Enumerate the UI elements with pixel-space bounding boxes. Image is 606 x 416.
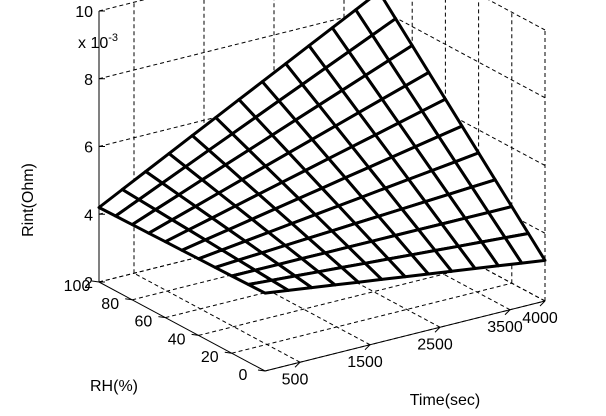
x-tick-mark xyxy=(539,300,546,307)
y-tick-label: 80 xyxy=(101,296,119,313)
floor-grid-x xyxy=(133,272,301,363)
z-tick-label: 2 xyxy=(84,275,93,292)
axes xyxy=(91,10,546,372)
floor-grid-y xyxy=(198,264,479,336)
x-tick-mark xyxy=(434,326,441,333)
y-tick-label: 100 xyxy=(64,278,91,295)
y-tick-mark xyxy=(191,333,199,336)
y-tick-mark xyxy=(257,369,266,372)
y-tick-label: 60 xyxy=(135,314,153,331)
x-tick-mark xyxy=(504,309,511,316)
x-tick-label: 500 xyxy=(282,371,309,388)
surface-mesh xyxy=(97,0,547,295)
z-tick-label: 4 xyxy=(84,207,93,224)
z-tick-label: 8 xyxy=(84,72,93,89)
y-tick-label: 20 xyxy=(201,349,219,366)
x-tick-mark xyxy=(364,344,371,351)
x-tick-label: 4000 xyxy=(522,310,558,327)
y-tick-mark xyxy=(224,351,232,354)
x-tick-label: 1500 xyxy=(347,354,383,371)
side-grid-z xyxy=(487,0,546,31)
z-tick-label: 6 xyxy=(84,140,93,157)
y-tick-mark xyxy=(125,298,133,301)
y-axis-label: RH(%) xyxy=(90,378,138,395)
x-tick-label: 2500 xyxy=(417,336,453,353)
z-axis-label: Rint(Ohm) xyxy=(20,163,37,237)
y-tick-label: 40 xyxy=(168,331,186,348)
side-grid-z xyxy=(378,8,546,99)
back-grid-z xyxy=(98,0,146,12)
x-axis-line xyxy=(264,300,546,372)
mesh-cell xyxy=(246,278,290,295)
z-tick-label: 10 xyxy=(75,4,93,21)
y-tick-mark xyxy=(158,316,166,319)
y-axis-line xyxy=(98,281,266,372)
x-tick-mark xyxy=(294,361,301,368)
y-tick-mark xyxy=(91,280,100,283)
x-axis-label: Time(sec) xyxy=(410,392,481,409)
back-grid-z xyxy=(98,8,380,80)
z-exponent-label: x 10-3 xyxy=(78,32,118,52)
floor-grid-y xyxy=(231,282,512,354)
y-tick-label: 0 xyxy=(239,367,248,384)
x-tick-label: 3500 xyxy=(487,319,523,336)
